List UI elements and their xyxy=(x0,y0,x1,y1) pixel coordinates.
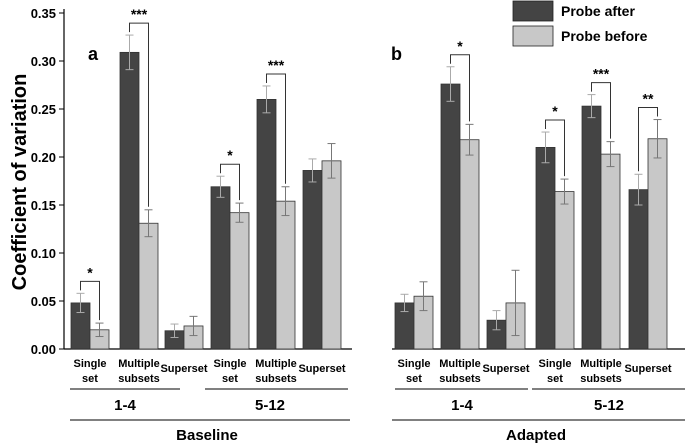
significance-marker: *** xyxy=(593,66,610,82)
y-tick-label: 0.10 xyxy=(31,246,56,261)
significance-marker: * xyxy=(87,264,93,280)
y-axis-title: Coefficient of variation xyxy=(9,74,31,291)
category-label: set xyxy=(547,373,563,385)
bar-before xyxy=(554,191,575,350)
category-label: set xyxy=(406,373,422,385)
significance-marker: * xyxy=(227,147,233,163)
significance-bracket xyxy=(80,280,100,321)
bar-after xyxy=(256,99,277,350)
category-label: Superset xyxy=(298,363,345,375)
category-label: Single xyxy=(213,358,246,370)
group-label-b-5-12: 5-12 xyxy=(594,397,624,414)
category-label: Single xyxy=(538,358,571,370)
panel-letter-a: a xyxy=(88,44,99,64)
category-label: Superset xyxy=(160,363,207,375)
bar-after xyxy=(628,189,649,350)
significance-bracket xyxy=(220,163,240,201)
category-label: Multiple xyxy=(580,358,622,370)
significance-bracket xyxy=(450,54,470,122)
bar-before xyxy=(138,222,159,350)
y-tick-label: 0.30 xyxy=(31,54,56,69)
bar-before xyxy=(275,200,296,350)
group-label-a-1-4: 1-4 xyxy=(114,397,136,414)
significance-marker: * xyxy=(552,103,558,119)
bar-after xyxy=(581,105,602,350)
significance-marker: *** xyxy=(268,57,285,73)
significance-marker: * xyxy=(457,38,463,54)
panel-letter-b: b xyxy=(391,44,402,64)
legend: Probe after Probe before xyxy=(512,0,648,47)
bar-after xyxy=(535,146,556,350)
category-label: Superset xyxy=(482,363,529,375)
bar-after xyxy=(119,51,140,350)
category-label: set xyxy=(82,373,98,385)
category-label: set xyxy=(222,373,238,385)
group-label-b-1-4: 1-4 xyxy=(451,397,473,414)
bar-before xyxy=(647,138,668,350)
category-label: Single xyxy=(73,358,106,370)
y-tick-label: 0.35 xyxy=(31,6,56,21)
y-tick-label: 0.25 xyxy=(31,102,56,117)
significance-bracket xyxy=(129,22,149,207)
significance-marker: ** xyxy=(643,91,654,107)
category-label: Multiple xyxy=(118,358,160,370)
category-label: Superset xyxy=(624,363,671,375)
group-label-a-5-12: 5-12 xyxy=(255,397,285,414)
category-label: Multiple xyxy=(439,358,481,370)
y-tick-label: 0.15 xyxy=(31,198,56,213)
bar-after xyxy=(302,170,323,350)
y-tick-label: 0.00 xyxy=(31,342,56,357)
y-tick-label: 0.05 xyxy=(31,294,56,309)
legend-label-after: Probe after xyxy=(561,3,635,19)
category-label: subsets xyxy=(118,373,160,385)
category-label: subsets xyxy=(439,373,481,385)
category-label: Multiple xyxy=(255,358,297,370)
significance-marker: *** xyxy=(131,6,148,22)
category-label: subsets xyxy=(255,373,297,385)
bar-before xyxy=(321,160,342,350)
significance-bracket xyxy=(591,82,611,139)
legend-swatch-after xyxy=(512,0,554,22)
condition-label-baseline: Baseline xyxy=(176,427,238,444)
significance-bracket xyxy=(266,73,286,184)
legend-label-before: Probe before xyxy=(561,28,648,44)
plot-area: 0.00 0.05 0.10 0.15 0.20 0.25 0.30 0.35 xyxy=(31,6,685,357)
bar-before xyxy=(229,212,250,350)
condition-label-adapted: Adapted xyxy=(506,427,566,444)
y-tick-label: 0.20 xyxy=(31,150,56,165)
bar-after xyxy=(440,83,461,350)
bar-before xyxy=(459,139,480,350)
significance-bracket xyxy=(638,107,658,172)
bar-after xyxy=(210,186,231,350)
legend-swatch-before xyxy=(512,25,554,47)
significance-bracket xyxy=(545,119,565,177)
category-label: subsets xyxy=(580,373,622,385)
bar-layer: *************** xyxy=(70,6,668,350)
category-label: Single xyxy=(397,358,430,370)
bar-before xyxy=(600,153,621,350)
